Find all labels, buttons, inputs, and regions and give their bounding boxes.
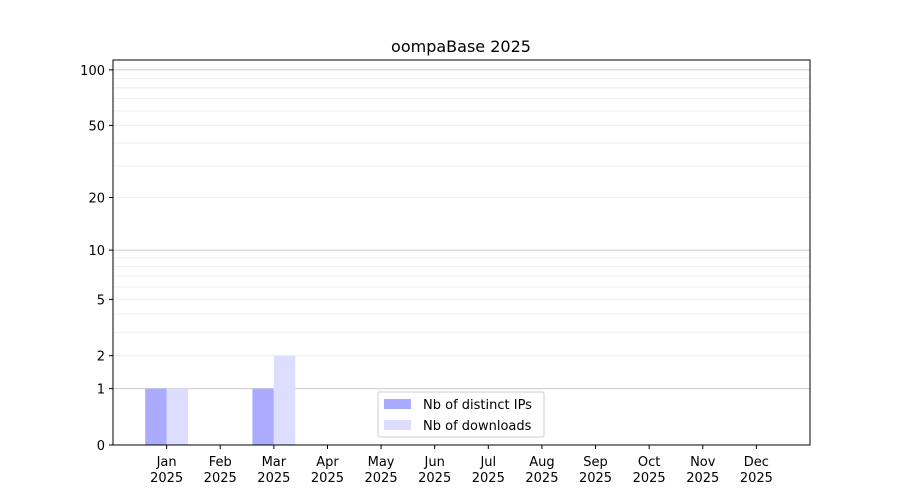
x-tick-label-month: Jun (424, 455, 445, 470)
bar-ips (145, 388, 167, 445)
x-tick-label-year: 2025 (150, 471, 183, 486)
y-tick-label: 100 (80, 64, 105, 79)
x-tick-label-year: 2025 (740, 471, 773, 486)
y-tick-label: 1 (97, 383, 105, 398)
legend: Nb of distinct IPs Nb of downloads (377, 391, 545, 438)
x-tick-label-year: 2025 (472, 471, 505, 486)
legend-label-ips: Nb of distinct IPs (423, 398, 532, 413)
x-tick-label-month: Sep (583, 455, 608, 470)
x-tick-label-year: 2025 (525, 471, 558, 486)
x-tick-label-month: Oct (638, 455, 660, 470)
x-tick-label-year: 2025 (579, 471, 612, 486)
x-tick-label-month: Feb (209, 455, 232, 470)
x-tick-label-month: Dec (744, 455, 769, 470)
legend-label-downloads: Nb of downloads (423, 419, 532, 434)
y-tick-label: 2 (97, 350, 105, 365)
x-tick-label-year: 2025 (686, 471, 719, 486)
x-tick-label-year: 2025 (365, 471, 398, 486)
x-tick-label-year: 2025 (311, 471, 344, 486)
y-tick-label: 20 (88, 192, 105, 207)
legend-swatch-ips (384, 399, 411, 409)
y-tick-label: 0 (97, 439, 105, 454)
y-tick-label: 50 (88, 119, 105, 134)
x-tick-label-month: Nov (690, 455, 716, 470)
x-tick-label-year: 2025 (257, 471, 290, 486)
y-tick-label: 5 (97, 293, 105, 308)
legend-swatch-downloads (384, 420, 411, 430)
x-tick-label-month: Jul (479, 455, 496, 470)
chart-title: oompaBase 2025 (391, 37, 531, 56)
x-tick-label-year: 2025 (204, 471, 237, 486)
bar-downloads (273, 355, 296, 445)
y-tick-label: 10 (88, 244, 105, 259)
legend-frame (377, 391, 545, 438)
x-tick-label-month: Mar (262, 455, 287, 470)
plot-frame (112, 59, 811, 446)
bar-downloads (166, 388, 189, 445)
x-tick-label-year: 2025 (633, 471, 666, 486)
x-tick-label-month: Apr (316, 455, 339, 470)
x-tick-label-year: 2025 (418, 471, 451, 486)
x-tick-label-month: Aug (529, 455, 554, 470)
x-tick-label-month: May (368, 455, 395, 470)
x-tick-label-month: Jan (156, 455, 177, 470)
bar-ips (252, 388, 274, 445)
